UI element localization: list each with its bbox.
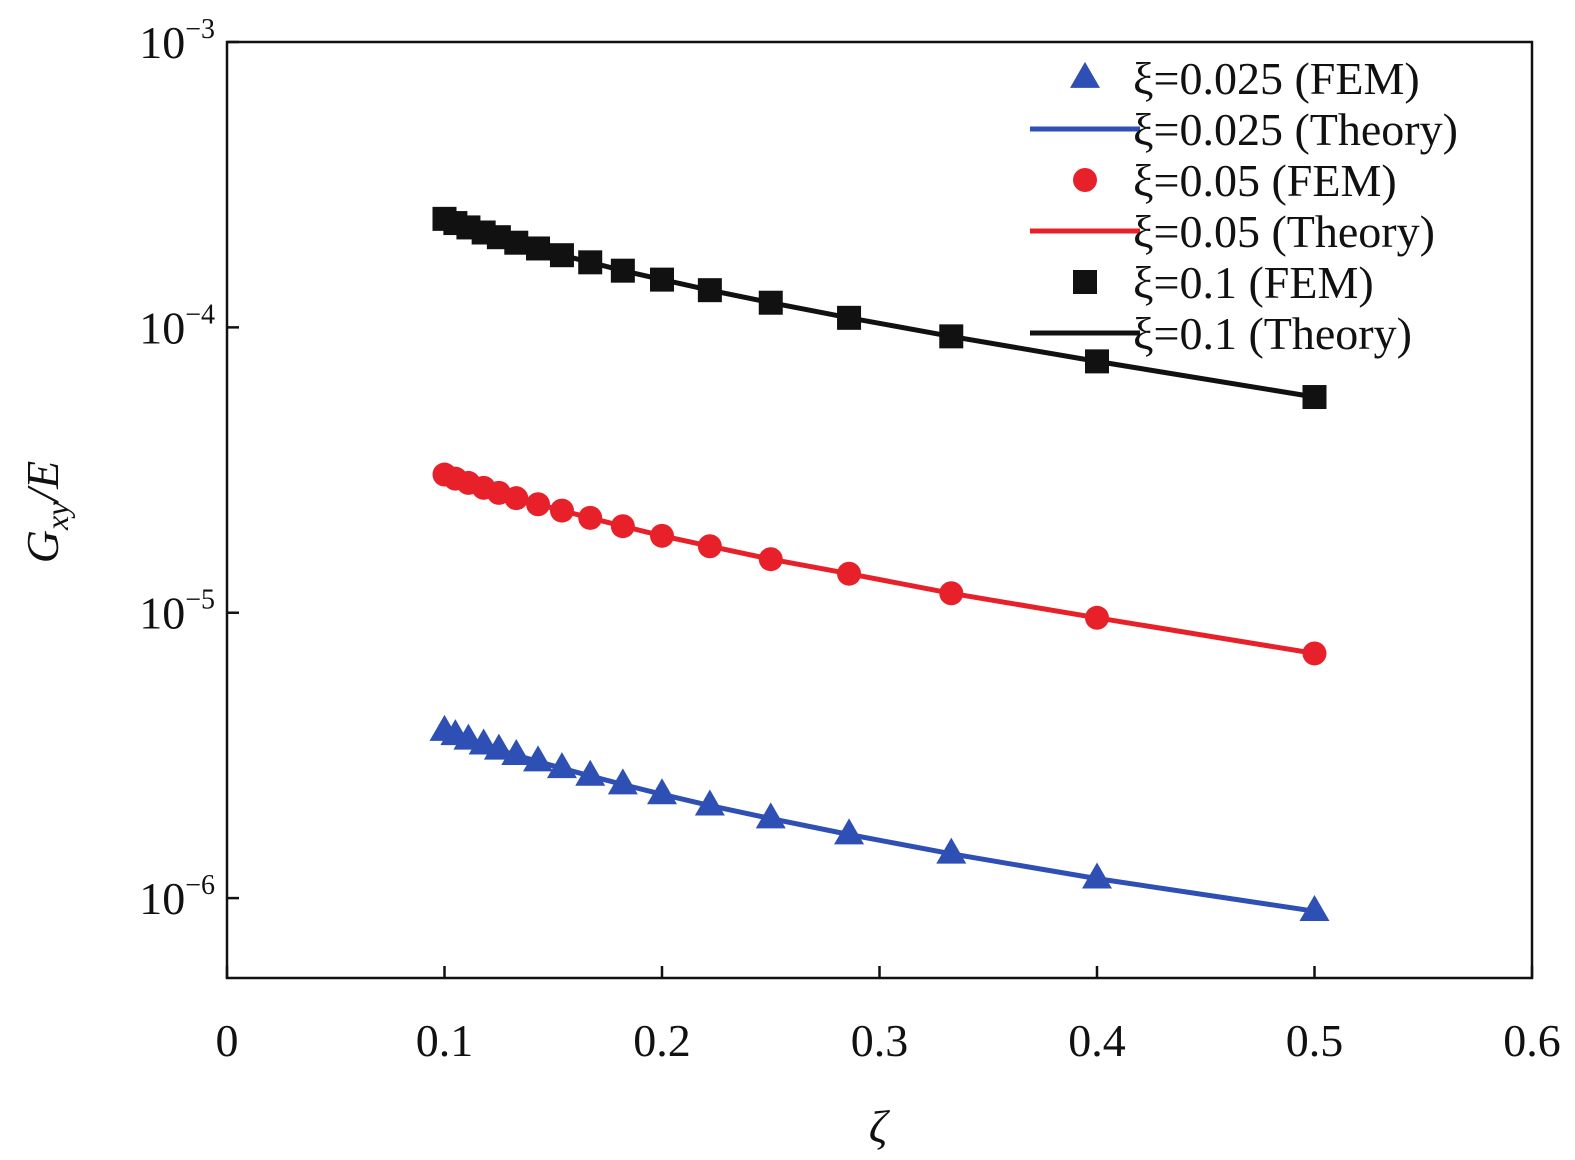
data-point <box>549 243 574 268</box>
data-point <box>758 547 783 572</box>
data-point <box>758 290 783 315</box>
x-tick-label: 0.3 <box>851 1015 909 1066</box>
data-point <box>647 778 677 805</box>
data-point <box>697 534 722 559</box>
legend-marker <box>1073 168 1097 192</box>
legend-label: ξ=0.025 (FEM) <box>1133 53 1420 104</box>
legend-label: ξ=0.05 (Theory) <box>1133 206 1435 257</box>
y-tick-label: 10−5 <box>139 585 215 639</box>
x-axis-ticks: 0 0.1 0.2 0.3 0.4 0.5 0.6 <box>216 966 1561 1066</box>
theory-line <box>443 728 1315 914</box>
data-point <box>1085 349 1109 374</box>
x-tick-label: 0.1 <box>416 1015 474 1066</box>
data-point <box>610 514 635 539</box>
y-tick-label: 10−6 <box>139 870 215 924</box>
legend-label: ξ=0.025 (Theory) <box>1133 104 1458 155</box>
data-point <box>936 837 967 864</box>
y-axis-title-tail: /E <box>17 461 68 505</box>
data-point <box>837 305 862 330</box>
series-3 <box>443 472 1315 656</box>
data-point <box>523 745 554 772</box>
legend-label: ξ=0.1 (FEM) <box>1133 257 1374 308</box>
y-tick-label: 10−3 <box>139 14 215 68</box>
series-layer <box>429 206 1330 922</box>
series-markers-0 <box>429 714 1330 922</box>
x-tick-label: 0 <box>216 1015 239 1066</box>
x-tick-label: 0.5 <box>1286 1015 1344 1066</box>
data-point <box>610 258 635 283</box>
legend-label: ξ=0.1 (Theory) <box>1133 308 1412 359</box>
theory-line <box>443 472 1315 656</box>
data-point <box>939 324 964 349</box>
legend-label: ξ=0.05 (FEM) <box>1133 155 1397 206</box>
data-point <box>578 250 603 275</box>
data-point <box>607 768 638 795</box>
data-point <box>650 267 674 292</box>
data-point <box>501 738 532 765</box>
data-point <box>1082 862 1112 889</box>
data-point <box>549 498 574 523</box>
data-point <box>483 733 514 760</box>
data-point <box>578 505 603 530</box>
y-axis-ticks: 10−3 10−4 10−5 10−6 <box>139 14 239 924</box>
data-point <box>650 523 674 548</box>
series-markers-2 <box>432 462 1327 666</box>
data-point <box>755 802 786 829</box>
data-point <box>697 278 722 303</box>
x-axis-title: ζ <box>869 1101 891 1152</box>
legend-marker <box>1073 270 1097 294</box>
data-point <box>837 561 862 586</box>
x-tick-label: 0.2 <box>633 1015 691 1066</box>
x-tick-label: 0.6 <box>1503 1015 1561 1066</box>
y-tick-label: 10−4 <box>139 299 215 353</box>
y-axis-title: Gxy/E <box>17 461 75 564</box>
y-axis-title-sub: xy <box>39 501 75 531</box>
series-1 <box>443 728 1315 914</box>
data-point <box>526 492 551 517</box>
data-point <box>1302 641 1327 666</box>
data-point <box>575 759 606 786</box>
data-point <box>504 486 529 511</box>
data-point <box>1302 385 1327 410</box>
data-point <box>1085 605 1109 630</box>
data-point <box>526 236 551 261</box>
legend: ξ=0.025 (FEM)ξ=0.025 (Theory)ξ=0.05 (FEM… <box>1030 53 1458 359</box>
legend-marker <box>1070 61 1100 88</box>
data-point <box>546 752 577 779</box>
data-point <box>939 581 964 606</box>
data-point <box>504 230 529 255</box>
data-point <box>834 818 865 845</box>
y-axis-title-main: G <box>17 530 68 563</box>
series-markers-4 <box>432 206 1327 410</box>
data-point <box>1299 895 1330 922</box>
x-tick-label: 0.4 <box>1068 1015 1126 1066</box>
data-point <box>694 789 725 816</box>
